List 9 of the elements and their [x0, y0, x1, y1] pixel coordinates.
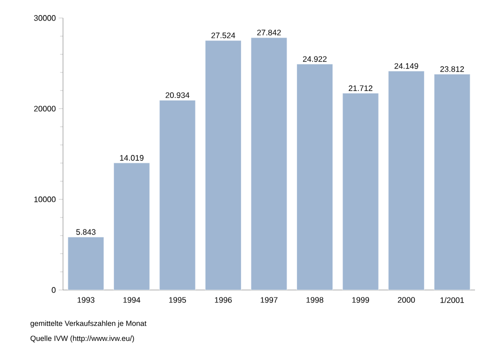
bar [159, 100, 196, 290]
bar [434, 74, 470, 290]
bar [113, 162, 150, 290]
bar [296, 64, 333, 290]
bar [342, 92, 379, 290]
bar [250, 37, 288, 290]
bar [205, 40, 242, 290]
bar [68, 236, 104, 290]
bar [388, 70, 425, 290]
